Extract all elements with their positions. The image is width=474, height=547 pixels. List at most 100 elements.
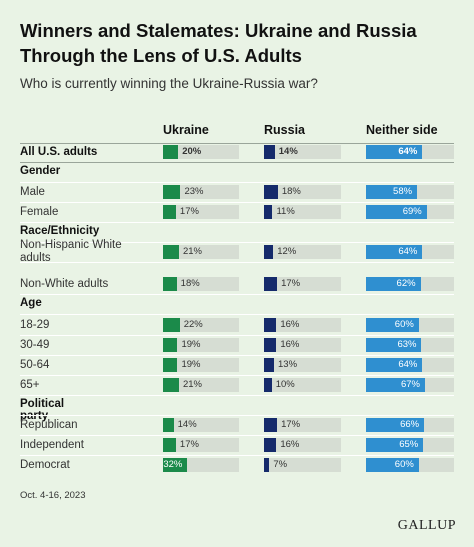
data-label-neither: 67% [400,379,420,390]
data-label-neither: 64% [398,146,418,157]
row-divider [20,202,454,203]
data-label-ukraine: 23% [184,186,204,197]
bar-russia [264,458,270,472]
bar-track-ukraine [163,438,239,452]
bar-ukraine [163,318,180,332]
row-divider [20,415,454,416]
row-label: 50-64 [20,358,50,371]
data-label-russia: 11% [276,206,295,217]
bar-track-russia [264,145,341,159]
data-label-neither: 60% [394,319,414,330]
bar-track-russia [264,378,341,392]
gallup-logo: GALLUP [397,518,456,533]
row-divider [20,242,454,243]
bar-track-russia [264,205,341,219]
bar-neither [366,458,419,472]
row-label: Non-White adults [20,277,109,290]
bar-track-ukraine [163,277,239,291]
bar-neither [366,378,425,392]
data-label-russia: 16% [280,319,300,330]
bar-track-russia [264,358,341,372]
bar-ukraine [163,438,176,452]
bar-track-russia [264,418,341,432]
bar-ukraine [163,277,177,291]
row-divider [20,222,454,223]
data-label-ukraine: 17% [179,206,199,217]
bar-ukraine [163,245,179,259]
bar-russia [264,145,275,159]
data-label-ukraine: 18% [180,278,200,289]
bar-track-russia [264,185,341,199]
row-divider [20,435,454,436]
bar-track-russia [264,438,341,452]
bar-ukraine [163,185,181,199]
bar-track-ukraine [163,318,239,332]
row-divider [20,182,454,183]
bar-ukraine [163,378,179,392]
bar-track-ukraine [163,145,239,159]
row-divider [20,395,454,396]
data-label-ukraine: 22% [183,319,203,330]
data-label-neither: 64% [398,359,418,370]
chart-subtitle: Who is currently winning the Ukraine-Rus… [20,76,318,91]
row-divider [20,355,454,356]
bar-track-russia [264,458,341,472]
chart-title: Winners and Stalemates: Ukraine and Russ… [20,20,417,66]
data-label-russia: 18% [281,186,301,197]
bar-ukraine [163,358,178,372]
row-divider [20,294,454,295]
data-label-ukraine: 17% [179,439,199,450]
bar-track-ukraine [163,338,239,352]
row-divider [20,375,454,376]
bar-neither [366,277,421,291]
data-label-russia: 17% [281,278,301,289]
data-label-russia: 12% [277,246,297,257]
bar-neither [366,418,425,432]
bar-russia [264,378,272,392]
column-header-neither: Neither side [366,123,438,137]
bar-neither [366,358,423,372]
data-label-neither: 66% [400,419,420,430]
bar-track-ukraine [163,418,239,432]
data-label-neither: 65% [399,439,419,450]
bar-neither [366,185,418,199]
data-label-ukraine: 19% [181,359,201,370]
bar-russia [264,205,273,219]
bar-track-ukraine [163,358,239,372]
data-label-neither: 64% [398,246,418,257]
bar-track-ukraine [163,185,239,199]
data-label-russia: 16% [280,439,300,450]
bar-ukraine [163,458,188,472]
data-label-neither: 62% [396,278,416,289]
section-label: Political party [20,398,65,422]
row-label: Republican [20,418,78,431]
bar-russia [264,277,278,291]
data-label-neither: 63% [397,339,417,350]
data-label-russia: 14% [278,146,298,157]
data-label-ukraine: 21% [182,379,202,390]
bar-russia [264,358,274,372]
row-divider [20,262,454,263]
bar-ukraine [163,145,179,159]
row-label: Independent [20,438,84,451]
bar-russia [264,245,274,259]
data-label-neither: 58% [393,186,413,197]
header-divider [20,143,454,144]
column-header-ukraine: Ukraine [163,123,209,137]
row-label: All U.S. adults [20,145,98,158]
bar-russia [264,418,278,432]
row-label: 65+ [20,378,40,391]
column-header-russia: Russia [264,123,305,137]
section-label: Gender [20,165,61,177]
bar-neither [366,205,427,219]
bar-track-russia [264,277,341,291]
data-label-russia: 13% [278,359,298,370]
data-label-ukraine: 14% [177,419,197,430]
row-label: 18-29 [20,318,50,331]
bar-track-ukraine [163,378,239,392]
section-label: Race/Ethnicity [20,225,100,237]
data-label-russia: 7% [273,459,288,470]
data-label-ukraine: 19% [181,339,201,350]
data-label-ukraine: 32% [163,459,183,470]
row-label: Democrat [20,458,70,471]
